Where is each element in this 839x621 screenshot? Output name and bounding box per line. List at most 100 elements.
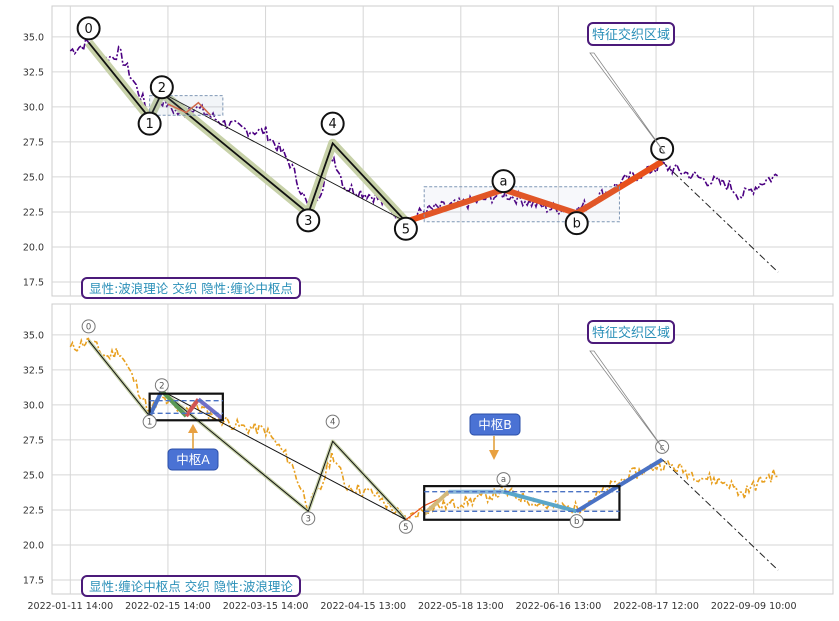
panel1-zhongshu-box-b (423, 186, 620, 223)
panel2-y-tick-label: 30.0 (23, 400, 44, 411)
panel2-zs-b-badge (469, 413, 521, 436)
panel2-wave-label: 0 (86, 322, 91, 332)
panel1-legend: 显性:波浪理论 交织 隐性:缠论中枢点 (81, 277, 301, 299)
panel1-wave-label: 4 (329, 117, 337, 132)
panel2-wave-label: a (501, 475, 506, 485)
panel2-wave-label: 2 (159, 381, 164, 391)
panel1-wave-label: 5 (402, 222, 410, 237)
panel1-trend-line (161, 92, 407, 223)
panel2-wave-marker (569, 514, 584, 529)
x-tick-label: 2022-03-15 14:00 (223, 601, 309, 612)
panel1-legend-box (81, 277, 301, 299)
panel1-wave-label: 2 (158, 81, 166, 96)
panel1-legend-text: 显性:波浪理论 交织 隐性:缠论中枢点 (89, 281, 293, 296)
panel2-wave-line (88, 340, 407, 521)
panel1-wave-label: 1 (145, 117, 153, 132)
panel1-annotation: 特征交织区域 (587, 22, 675, 154)
panel2-wave-marker (301, 511, 316, 526)
panel2-wave-label: 4 (330, 418, 335, 428)
x-tick-label: 2022-02-15 14:00 (125, 601, 211, 612)
panel2-y-tick-label: 32.5 (23, 365, 44, 376)
panel1-y-tick-label: 30.0 (23, 102, 44, 113)
panel1-annotation-box (587, 22, 675, 46)
panel2-zs-a-arrowhead (188, 424, 198, 433)
x-tick-label: 2022-09-09 10:00 (711, 601, 797, 612)
panel1-y-tick-label: 22.5 (23, 207, 44, 218)
panel1-wave-marker (296, 208, 321, 233)
panel2-zs-a-text: 中枢A (176, 452, 210, 467)
panel2-trend-line (161, 390, 407, 521)
panel1-inner-wiggle (167, 101, 212, 116)
panel2-y-tick-label: 27.5 (23, 435, 44, 446)
x-tick-label: 2022-05-18 13:00 (418, 601, 504, 612)
panel1-wave-label: a (500, 175, 508, 190)
panel2-zhongshu-a-label: 中枢A (167, 424, 219, 471)
panel2-zhongshu-b-label: 中枢B (469, 413, 521, 460)
x-tick-label: 2022-06-16 13:00 (516, 601, 602, 612)
panel1-wave-label: b (573, 217, 581, 232)
panel2-y-tick-label: 17.5 (23, 575, 44, 586)
panel1-y-tick-label: 32.5 (23, 67, 44, 78)
panel1-wave-marker (149, 75, 174, 100)
panel2-projection-line (661, 459, 779, 571)
panel2-wave-marker (154, 378, 169, 393)
x-tick-label: 2022-04-15 13:00 (320, 601, 406, 612)
panel2-y-tick-label: 22.5 (23, 505, 44, 516)
panel2-zs-a-seg (147, 390, 164, 417)
panel2-legend-text: 显性:缠论中枢点 交织 隐性:波浪理论 (89, 579, 293, 594)
panel2-zs-b-seg (422, 490, 450, 516)
panel2-zs-a-seg (160, 389, 188, 418)
panel2-wave-marker (142, 414, 157, 429)
x-tick-label: 2022-08-17 12:00 (613, 601, 699, 612)
panel2-y-tick-label: 25.0 (23, 470, 44, 481)
panel1-annotation-text: 特征交织区域 (592, 27, 670, 43)
panel2-zhongshu-box-b (423, 485, 621, 521)
panel2-zs-b-arrowhead (489, 450, 499, 460)
panel1-wave-marker (76, 16, 101, 41)
panel2-wave-label: 1 (147, 418, 152, 428)
panel2-annotation-text: 特征交织区域 (592, 325, 670, 341)
panel2-plot: 17.5 20.0 22.5 25.0 27.5 30.0 32.5 35.0 2022-01-… (23, 303, 834, 612)
panel1-wave-marker (137, 111, 162, 136)
panel2-annotation: 特征交织区域 (587, 320, 675, 452)
panel2-annotation-pointer (589, 350, 666, 452)
panel2-zs-a-seg (197, 397, 225, 421)
panel2-wave-marker (325, 414, 340, 429)
panel1-wave-line (87, 41, 407, 223)
panel2-zs-a-seg (184, 398, 201, 418)
panel2-wave-marker (496, 472, 511, 487)
panel1-y-tick-label: 17.5 (23, 277, 44, 288)
panel1-plot-area (51, 5, 834, 297)
panel1-zhongshu-box-a (149, 95, 224, 116)
panel2-y-tick-label: 35.0 (23, 330, 44, 341)
panel1-wave-marker (564, 211, 589, 236)
panel2-wave-label: b (574, 517, 579, 527)
panel1-wave-label: 3 (304, 214, 312, 229)
panel2-legend-box (81, 575, 301, 597)
panel2-plot-area (51, 303, 834, 595)
panel1-y-tick-label: 25.0 (23, 172, 44, 183)
panel1-wave-marker (491, 169, 516, 194)
panel2-zhongshu-box-a (148, 392, 224, 422)
panel1-projection-line (661, 161, 779, 273)
panel1-y-tick-label: 27.5 (23, 137, 44, 148)
panel1-wave-marker (320, 111, 345, 136)
panel2-zs-b-seg (502, 489, 578, 514)
panel2-wave-label: 5 (403, 523, 408, 533)
panel2-y-tick-label: 20.0 (23, 540, 44, 551)
panel2-zs-b-text: 中枢B (478, 417, 512, 432)
panel2-legend: 显性:缠论中枢点 交织 隐性:波浪理论 (81, 575, 301, 597)
panel1-y-tick-label: 35.0 (23, 32, 44, 43)
x-tick-label: 2022-01-11 14:00 (28, 601, 114, 612)
panel2-wave-label: 3 (306, 514, 311, 524)
panel2-wave-marker (398, 519, 413, 534)
panel1-annotation-pointer (589, 52, 666, 154)
panel2-wave-marker (81, 319, 96, 334)
panel1-y-tick-label: 20.0 (23, 242, 44, 253)
panel1-plot: 17.5 20.0 22.5 25.0 27.5 30.0 32.5 35.0 0 1 2 3 4 5 a b… (23, 5, 834, 299)
panel1-wave-marker (393, 216, 418, 241)
panel1-wave-label: 0 (84, 22, 92, 37)
panel2-annotation-box (587, 320, 675, 344)
